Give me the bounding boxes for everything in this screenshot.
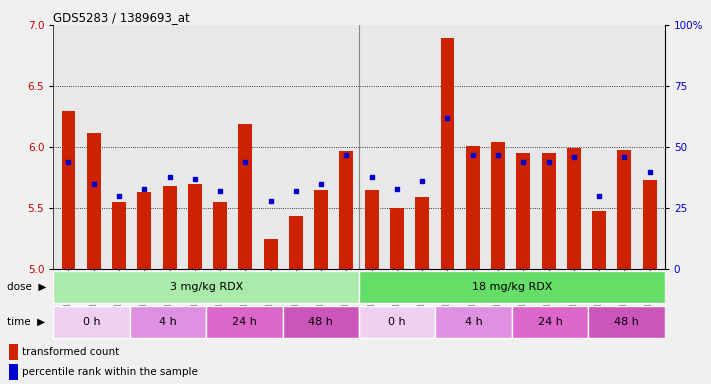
Bar bbox=[567, 149, 581, 269]
Text: 48 h: 48 h bbox=[309, 317, 333, 327]
Text: transformed count: transformed count bbox=[22, 347, 119, 357]
Bar bbox=[643, 180, 656, 269]
Bar bbox=[512, 306, 589, 338]
Bar bbox=[589, 306, 665, 338]
Text: GDS5283 / 1389693_at: GDS5283 / 1389693_at bbox=[53, 12, 190, 25]
Bar bbox=[441, 38, 454, 269]
Text: time  ▶: time ▶ bbox=[7, 317, 46, 327]
Bar bbox=[137, 192, 151, 269]
Bar bbox=[283, 306, 359, 338]
Bar bbox=[62, 111, 75, 269]
Text: 48 h: 48 h bbox=[614, 317, 639, 327]
Bar bbox=[415, 197, 429, 269]
Text: 24 h: 24 h bbox=[538, 317, 562, 327]
Bar bbox=[87, 132, 101, 269]
Text: 24 h: 24 h bbox=[232, 317, 257, 327]
Bar bbox=[365, 190, 379, 269]
Bar bbox=[264, 239, 277, 269]
Bar bbox=[592, 211, 606, 269]
Text: 3 mg/kg RDX: 3 mg/kg RDX bbox=[169, 282, 243, 292]
Bar bbox=[390, 208, 404, 269]
Bar bbox=[339, 151, 353, 269]
Text: dose  ▶: dose ▶ bbox=[7, 282, 46, 292]
Bar bbox=[163, 186, 176, 269]
Bar bbox=[617, 150, 631, 269]
Text: 0 h: 0 h bbox=[388, 317, 406, 327]
Text: percentile rank within the sample: percentile rank within the sample bbox=[22, 367, 198, 377]
Bar bbox=[466, 146, 480, 269]
Bar bbox=[9, 364, 18, 379]
Bar bbox=[213, 202, 227, 269]
Bar bbox=[129, 306, 206, 338]
Bar bbox=[289, 215, 303, 269]
Text: 0 h: 0 h bbox=[82, 317, 100, 327]
Bar bbox=[314, 190, 328, 269]
Text: 4 h: 4 h bbox=[159, 317, 177, 327]
Bar bbox=[359, 271, 665, 303]
Bar bbox=[53, 306, 129, 338]
Bar bbox=[359, 306, 435, 338]
Bar bbox=[206, 306, 283, 338]
Bar bbox=[112, 202, 126, 269]
Bar bbox=[542, 153, 555, 269]
Bar bbox=[435, 306, 512, 338]
Bar bbox=[516, 153, 530, 269]
Text: 4 h: 4 h bbox=[465, 317, 483, 327]
Bar bbox=[53, 271, 359, 303]
Bar bbox=[238, 124, 252, 269]
Bar bbox=[491, 142, 505, 269]
Text: 18 mg/kg RDX: 18 mg/kg RDX bbox=[471, 282, 552, 292]
Bar bbox=[188, 184, 202, 269]
Bar bbox=[9, 344, 18, 360]
